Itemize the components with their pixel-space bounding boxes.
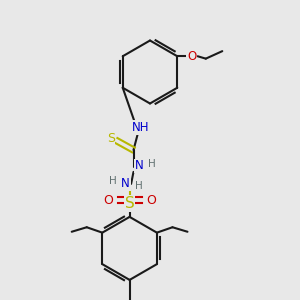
Text: NH: NH	[132, 121, 150, 134]
Text: O: O	[187, 50, 196, 63]
Text: H: H	[135, 181, 142, 191]
Text: H: H	[148, 159, 155, 169]
Text: S: S	[107, 131, 115, 145]
Text: N: N	[121, 177, 130, 190]
Text: N: N	[134, 159, 143, 172]
Text: S: S	[125, 196, 134, 211]
Text: H: H	[109, 176, 116, 186]
Text: O: O	[103, 194, 112, 207]
Text: O: O	[147, 194, 156, 207]
